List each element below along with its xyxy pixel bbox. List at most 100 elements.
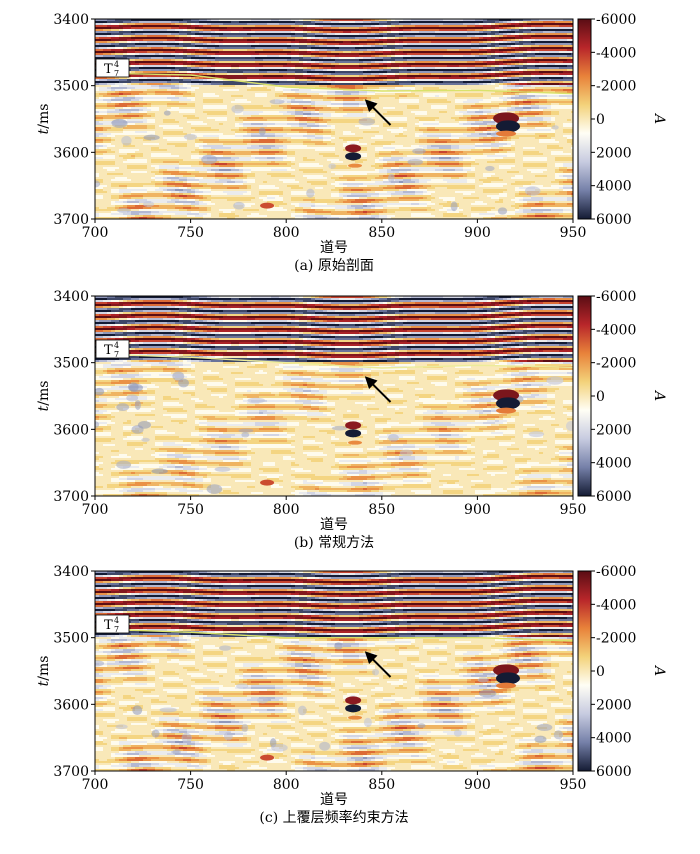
x-tick-label: 800	[273, 225, 300, 241]
y-tick-label: 3700	[53, 764, 89, 780]
x-tick-label: 700	[82, 225, 109, 241]
x-tick-label: 700	[82, 777, 109, 793]
x-tick-label: 900	[464, 777, 491, 793]
colorbar-gradient	[577, 295, 592, 497]
x-axis-label: 道号	[320, 792, 348, 808]
colorbar-tick-label: 0	[596, 112, 605, 128]
horizon-label-sup: 4	[114, 341, 119, 350]
horizon-label: T 47	[95, 614, 130, 634]
colorbar-tick-label: -4000	[596, 322, 636, 338]
colorbar-tick-label: 6000	[596, 212, 632, 228]
y-axis-label: t/ms	[36, 656, 52, 687]
colorbar-tick-label: 4000	[596, 731, 632, 747]
x-tick-label: 850	[368, 777, 395, 793]
colorbar-label: A	[651, 389, 667, 401]
x-tick-label: 750	[177, 225, 204, 241]
panel-caption: (b) 常规方法	[294, 535, 374, 551]
colorbar-tick-label: 2000	[596, 145, 632, 161]
horizon-label-main: T	[104, 62, 113, 77]
colorbar: -6000 -4000 -2000 0 2000 4000 6000 A	[577, 289, 667, 505]
colorbar-tick-label: -6000	[596, 564, 636, 580]
x-tick-label: 700	[82, 502, 109, 518]
horizon-label: T 47	[95, 339, 130, 359]
panel-b: T 47 700 750 800 850 900 950 3400 3500 3600 3700 道号 t…	[36, 289, 667, 551]
annotation-arrow	[364, 651, 392, 678]
y-tick-label: 3500	[53, 631, 89, 647]
colorbar-tick-label: -2000	[596, 79, 636, 95]
colorbar-gradient	[577, 18, 592, 220]
y-axis-label-italic: t	[36, 680, 52, 686]
colorbar-label: A	[651, 112, 667, 124]
horizon-line	[94, 72, 574, 95]
colorbar-tick-label: 6000	[596, 489, 632, 505]
x-axis-label: 道号	[320, 517, 348, 533]
horizon-label-main: T	[104, 618, 113, 633]
x-tick-label: 800	[273, 502, 300, 518]
horizon-label: T 47	[95, 58, 130, 78]
colorbar-tick-label: 0	[596, 389, 605, 405]
horizon-label-sup: 4	[114, 616, 119, 625]
x-tick-label: 850	[368, 502, 395, 518]
colorbar-tick-label: 2000	[596, 697, 632, 713]
y-tick-label: 3700	[53, 489, 89, 505]
x-tick-label: 800	[273, 777, 300, 793]
annotation-arrow	[364, 376, 392, 403]
y-axis-label: t/ms	[36, 381, 52, 412]
y-tick-label: 3600	[53, 422, 89, 438]
y-tick-label: 3600	[53, 697, 89, 713]
y-axis-label-unit: /ms	[36, 656, 52, 681]
colorbar: -6000 -4000 -2000 0 2000 4000 6000 A	[577, 12, 667, 228]
y-axis-label-italic: t	[36, 128, 52, 134]
colorbar: -6000 -4000 -2000 0 2000 4000 6000 A	[577, 564, 667, 780]
colorbar-tick-label: 2000	[596, 422, 632, 438]
x-axis-label: 道号	[320, 240, 348, 256]
colorbar-tick-label: -6000	[596, 12, 636, 28]
panel-caption: (a) 原始剖面	[294, 258, 374, 274]
x-tick-label: 900	[464, 502, 491, 518]
colorbar-tick-label: 6000	[596, 764, 632, 780]
annotation-arrow	[364, 99, 392, 126]
panel-caption: (c) 上覆层频率约束方法	[259, 809, 408, 826]
horizon-line	[94, 353, 574, 369]
plot-frame	[94, 570, 574, 772]
panel-a: T 47 700 750 800 850 900 950 3400 3500 3600 3700 道号 t…	[36, 12, 667, 274]
colorbar-tick-label: -2000	[596, 631, 636, 647]
x-tick-label: 900	[464, 225, 491, 241]
y-axis-label: t/ms	[36, 104, 52, 135]
y-tick-label: 3400	[53, 12, 89, 28]
horizon-line	[94, 628, 574, 642]
x-tick-label: 750	[177, 502, 204, 518]
y-axis-label-unit: /ms	[36, 381, 52, 406]
seismic-section	[95, 571, 573, 771]
x-tick-label: 750	[177, 777, 204, 793]
colorbar-tick-label: 4000	[596, 179, 632, 195]
x-tick-label: 850	[368, 225, 395, 241]
colorbar-label: A	[651, 664, 667, 676]
y-axis-label-italic: t	[36, 405, 52, 411]
colorbar-tick-label: 4000	[596, 456, 632, 472]
y-tick-label: 3400	[53, 289, 89, 305]
seismic-section	[95, 296, 573, 496]
y-tick-label: 3400	[53, 564, 89, 580]
panel-c: T 47 700 750 800 850 900 950 3400 3500 3600 3700 道号 t…	[36, 564, 667, 826]
horizon-label-sup: 4	[114, 60, 119, 69]
plot-frame	[94, 18, 574, 220]
y-tick-label: 3600	[53, 145, 89, 161]
y-tick-label: 3500	[53, 356, 89, 372]
y-tick-label: 3500	[53, 79, 89, 95]
x-tick-label: 950	[560, 225, 587, 241]
x-tick-label: 950	[560, 502, 587, 518]
colorbar-tick-label: -4000	[596, 45, 636, 61]
colorbar-gradient	[577, 570, 592, 772]
colorbar-tick-label: -4000	[596, 597, 636, 613]
colorbar-tick-label: -2000	[596, 356, 636, 372]
y-tick-label: 3700	[53, 212, 89, 228]
colorbar-tick-label: 0	[596, 664, 605, 680]
horizon-label-sub: 7	[114, 625, 119, 634]
horizon-label-main: T	[104, 343, 113, 358]
x-tick-label: 950	[560, 777, 587, 793]
seismic-section	[95, 19, 573, 219]
y-axis-label-unit: /ms	[36, 104, 52, 129]
colorbar-tick-label: -6000	[596, 289, 636, 305]
